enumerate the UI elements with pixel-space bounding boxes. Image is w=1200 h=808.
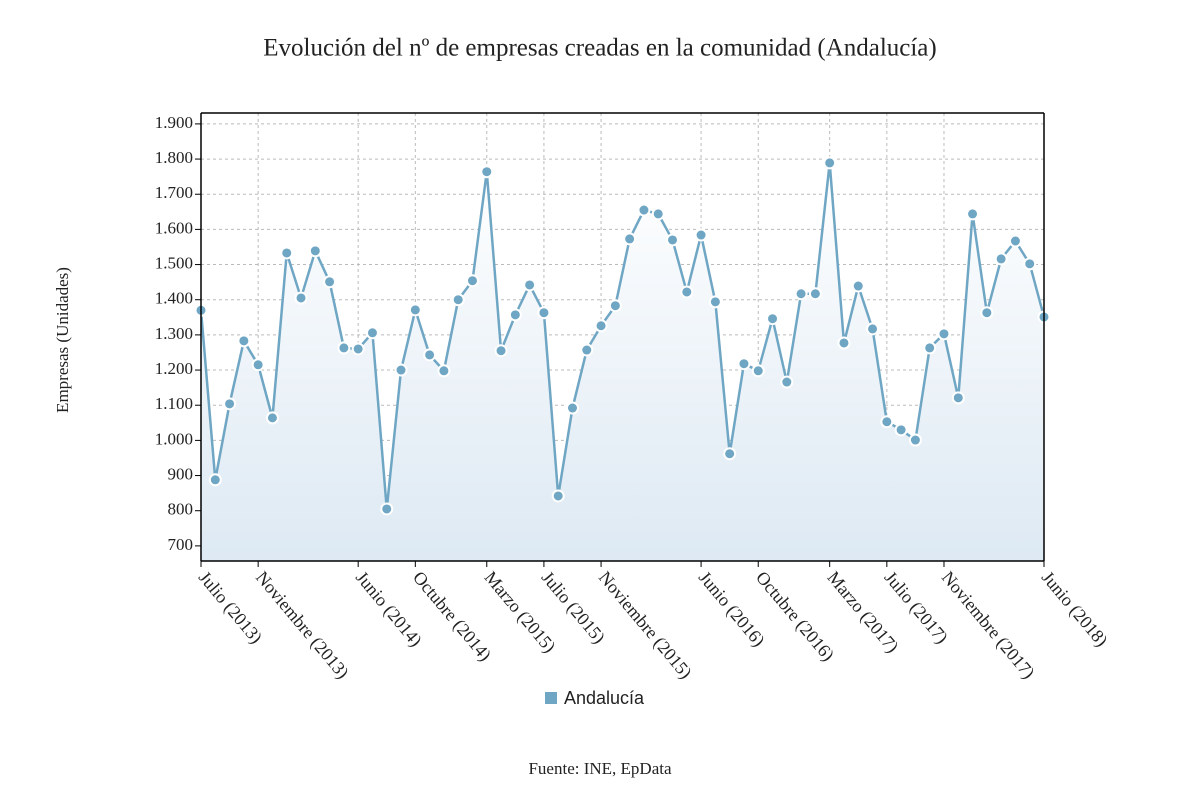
point (994, 252, 1008, 266)
y-tick-label: 800 (168, 500, 194, 519)
y-tick-label: 1.500 (155, 253, 193, 272)
area (201, 162, 1044, 561)
y-tick-label: 900 (168, 464, 194, 483)
point (208, 473, 222, 487)
point (508, 308, 522, 322)
point (751, 364, 765, 378)
chart-title: Evolución del nº de empresas creadas en … (263, 35, 936, 62)
point (251, 358, 265, 372)
x-tick-label: Junio (2018) (1037, 567, 1112, 651)
point (294, 291, 308, 305)
point (694, 228, 708, 242)
y-axis-label: Empresas (Unidades) (53, 267, 72, 413)
point (894, 423, 908, 437)
point (923, 341, 937, 355)
point (880, 415, 894, 429)
point (680, 285, 694, 299)
point (866, 322, 880, 336)
y-tick-label: 1.400 (155, 289, 193, 308)
point (851, 279, 865, 293)
y-tick-label: 1.200 (155, 359, 193, 378)
y-tick-label: 1.900 (155, 113, 193, 132)
point (794, 287, 808, 301)
y-tick-label: 1.800 (155, 148, 193, 167)
point (737, 357, 751, 371)
point (408, 303, 422, 317)
y-tick-label: 1.000 (155, 429, 193, 448)
point (265, 411, 279, 425)
point (423, 348, 437, 362)
point (1023, 257, 1037, 271)
y-tick-label: 1.700 (155, 183, 193, 202)
point (808, 287, 822, 301)
point (380, 502, 394, 516)
point (1008, 234, 1022, 248)
y-tick-label: 700 (168, 535, 194, 554)
point (623, 232, 637, 246)
point (523, 278, 537, 292)
x-tick-label: Noviembre (2013) (251, 567, 353, 683)
legend-swatch (545, 692, 557, 704)
y-tick-label: 1.300 (155, 324, 193, 343)
point (951, 391, 965, 405)
point (537, 306, 551, 320)
point (280, 246, 294, 260)
point (351, 342, 365, 356)
point (723, 447, 737, 461)
point (337, 341, 351, 355)
point (437, 364, 451, 378)
point (237, 334, 251, 348)
point (766, 312, 780, 326)
point (308, 244, 322, 258)
point (651, 207, 665, 221)
point (637, 203, 651, 217)
legend-label: Andalucía (564, 688, 645, 708)
point (708, 295, 722, 309)
y-tick-label: 1.100 (155, 394, 193, 413)
point (580, 343, 594, 357)
point (823, 156, 837, 170)
point (551, 489, 565, 503)
point (565, 401, 579, 415)
source: Fuente: INE, EpData (528, 759, 671, 778)
point (980, 306, 994, 320)
point (937, 327, 951, 341)
point (394, 363, 408, 377)
point (494, 344, 508, 358)
point (223, 397, 237, 411)
x-tick-label: Noviembre (2015) (594, 567, 696, 683)
x-tick-label: Noviembre (2017) (937, 567, 1039, 683)
point (837, 336, 851, 350)
point (780, 375, 794, 389)
point (908, 433, 922, 447)
point (666, 233, 680, 247)
point (451, 293, 465, 307)
point (323, 275, 337, 289)
point (594, 319, 608, 333)
point (608, 299, 622, 313)
point (365, 326, 379, 340)
y-tick-label: 1.600 (155, 218, 193, 237)
point (480, 165, 494, 179)
point (966, 207, 980, 221)
point (465, 274, 479, 288)
